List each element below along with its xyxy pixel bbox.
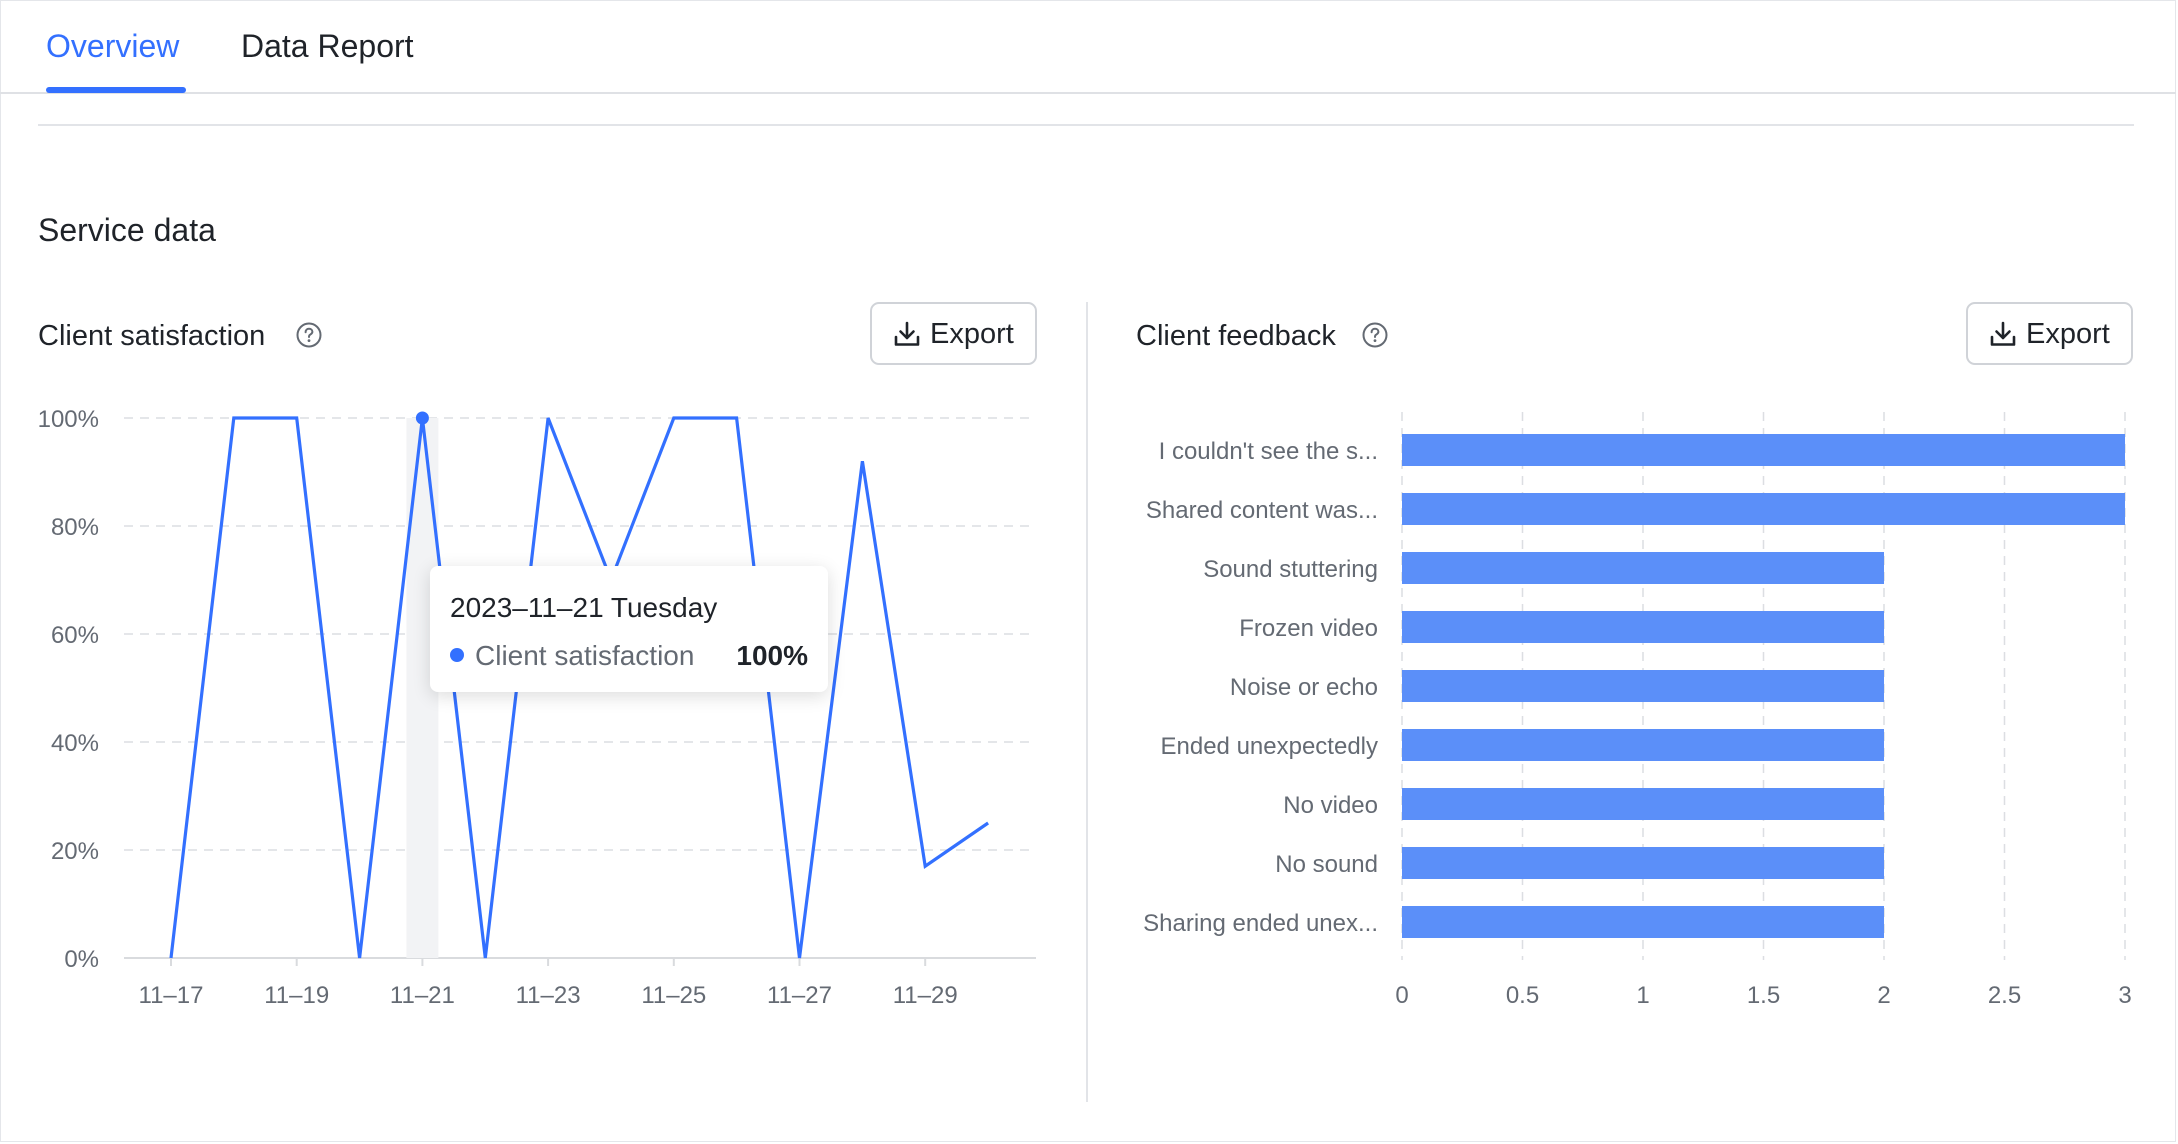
tooltip-series-dot (450, 648, 464, 662)
y-tick-label: 100% (38, 406, 99, 433)
feedback-bar (1402, 552, 1884, 584)
active-tab-indicator (46, 87, 186, 93)
category-label: Sound stuttering (1203, 556, 1378, 583)
category-label: Ended unexpectedly (1161, 733, 1379, 760)
x-tick-label: 11–23 (516, 982, 581, 1009)
x-tick-label: 2.5 (1988, 982, 2021, 1009)
feedback-bar (1402, 847, 1884, 879)
tooltip-date: 2023–11–21 Tuesday (450, 592, 718, 623)
feedback-bar (1402, 906, 1884, 938)
category-label: Sharing ended unex... (1143, 910, 1378, 937)
feedback-bar (1402, 670, 1884, 702)
x-tick-label: 11–27 (767, 982, 832, 1009)
question-circle-icon[interactable] (1360, 320, 1390, 350)
tooltip-series-name: Client satisfaction (475, 640, 695, 671)
tooltip-value: 100% (736, 640, 808, 671)
x-tick-label: 11–21 (390, 982, 455, 1009)
feedback-bar (1402, 611, 1884, 643)
x-tick-label: 1.5 (1747, 982, 1780, 1009)
feedback-title: Client feedback (1136, 320, 1336, 352)
divider (38, 124, 2134, 126)
tab-data-report[interactable]: Data Report (241, 28, 414, 64)
x-tick-label: 11–25 (641, 982, 706, 1009)
y-tick-label: 80% (51, 514, 99, 541)
satisfaction-line (169, 416, 990, 959)
category-label: Shared content was... (1146, 497, 1378, 524)
export-label: Export (2026, 318, 2110, 350)
download-icon (894, 321, 920, 346)
export-button-feedback[interactable]: Export (1966, 302, 2133, 365)
chart-tooltip: 2023–11–21 Tuesday Client satisfaction 1… (430, 566, 828, 692)
y-tick-label: 0% (64, 946, 99, 973)
category-label: No video (1283, 792, 1378, 819)
section-title: Service data (38, 212, 216, 248)
export-label: Export (930, 318, 1014, 350)
highlight-point (415, 411, 429, 425)
download-icon (1990, 321, 2016, 346)
category-label: I couldn't see the s... (1159, 438, 1378, 465)
x-tick-label: 3 (2118, 982, 2131, 1009)
x-tick-label: 0 (1395, 982, 1408, 1009)
x-tick-label: 11–17 (139, 982, 204, 1009)
export-button-satisfaction[interactable]: Export (870, 302, 1037, 365)
category-label: No sound (1275, 851, 1378, 878)
feedback-bar (1402, 729, 1884, 761)
y-tick-label: 40% (51, 730, 99, 757)
x-tick-label: 2 (1877, 982, 1890, 1009)
card-divider (1086, 302, 1088, 1102)
question-circle-icon[interactable] (294, 320, 324, 350)
feedback-bar (1402, 493, 2125, 525)
y-tick-label: 20% (51, 838, 99, 865)
x-tick-label: 0.5 (1506, 982, 1539, 1009)
x-tick-label: 1 (1636, 982, 1649, 1009)
y-tick-label: 60% (51, 622, 99, 649)
tab-bar: Overview Data Report (0, 0, 2176, 94)
category-label: Noise or echo (1230, 674, 1378, 701)
x-tick-label: 11–19 (264, 982, 329, 1009)
tab-overview[interactable]: Overview (46, 28, 180, 64)
satisfaction-title: Client satisfaction (38, 320, 266, 352)
feedback-bar (1402, 788, 1884, 820)
feedback-bar (1402, 434, 2125, 466)
x-tick-label: 11–29 (893, 982, 958, 1009)
category-label: Frozen video (1239, 615, 1378, 642)
